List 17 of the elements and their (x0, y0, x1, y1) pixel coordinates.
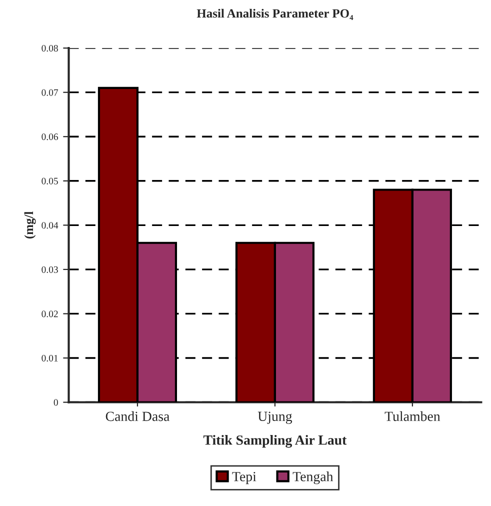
y-axis-title: (mg/l (24, 211, 36, 239)
x-tick-label: Candi Dasa (106, 411, 170, 422)
y-tick-label: 0.08 (42, 44, 58, 52)
y-tick-label: 0.05 (42, 178, 58, 184)
x-tick-label: Tulamben (384, 411, 440, 422)
y-tick-label: 0.03 (42, 266, 58, 273)
y-tick-label: 0.06 (42, 134, 58, 140)
y-tick-label: 0.04 (42, 222, 58, 229)
y-tick-label: 0.07 (42, 89, 58, 96)
chart-title: Hasil Analisis Parameter PO₄ (196, 8, 354, 20)
y-tick-label: 0.02 (42, 310, 58, 318)
x-tick-label: Ujung (258, 412, 292, 424)
legend-label: Tepi (232, 472, 256, 484)
y-tick-label: 0.01 (42, 354, 58, 362)
legend-label: Tengah (292, 472, 334, 484)
y-tick-label: 0 (54, 399, 58, 406)
x-axis-title: Titik Sampling Air Laut (203, 435, 347, 448)
